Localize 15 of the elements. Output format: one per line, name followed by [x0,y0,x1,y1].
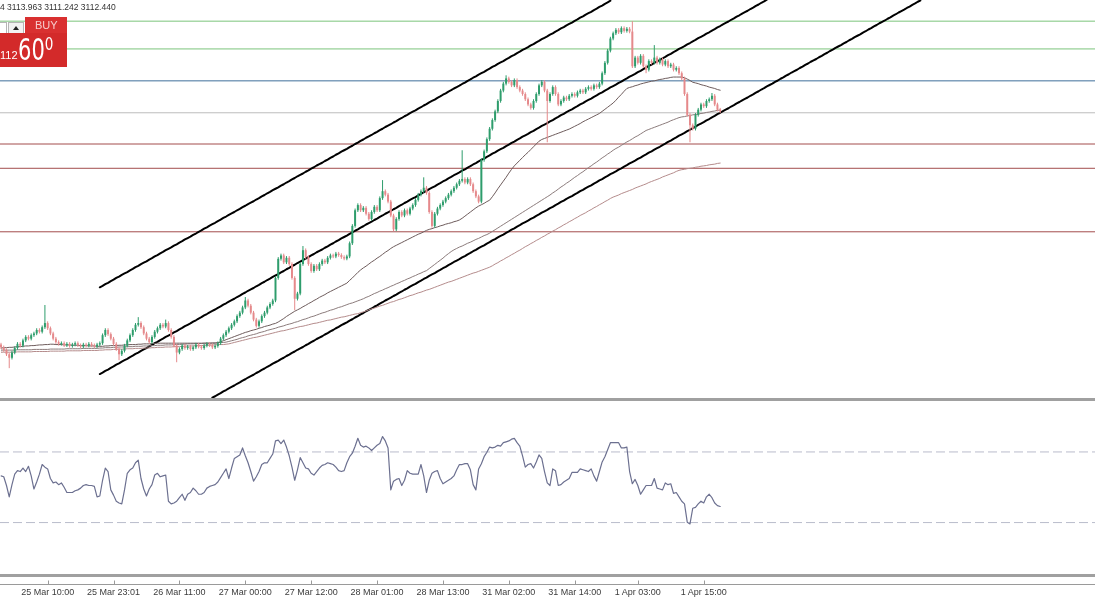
x-tick-label: 1 Apr 15:00 [680,586,727,597]
x-tick-label: 1 Apr 03:00 [614,586,661,597]
x-tick-label: 25 Mar 23:01 [87,586,141,597]
annotation: BUY [35,19,58,31]
x-tick-label: 27 Mar 00:00 [218,586,272,597]
chart-title: 4 3113.963 3111.242 3112.440 [0,2,116,12]
x-tick-label: 28 Mar 13:00 [416,586,470,597]
x-tick-label: 28 Mar 01:00 [350,586,404,597]
annotation: 60⁰ [18,31,54,67]
x-tick-label: 27 Mar 12:00 [284,586,338,597]
x-tick-label: 31 Mar 14:00 [548,586,602,597]
x-tick-label: 31 Mar 02:00 [482,586,536,597]
x-tick-label: 26 Mar 11:00 [153,586,206,597]
x-tick-label: 25 Mar 10:00 [21,586,75,597]
annotation: 112 [0,49,18,61]
